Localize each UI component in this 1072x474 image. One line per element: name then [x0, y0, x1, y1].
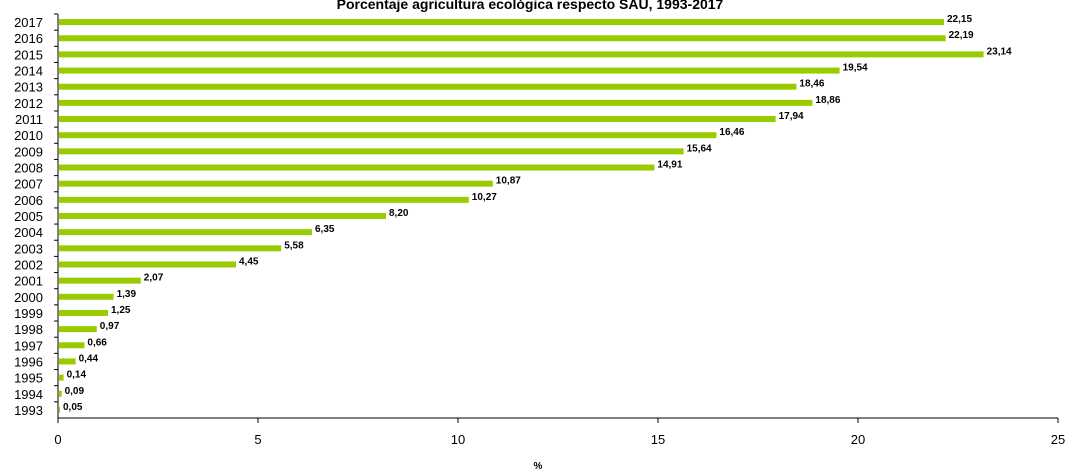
y-tick-label: 2006 — [14, 193, 43, 208]
y-tick-label: 2010 — [14, 128, 43, 143]
bar-1999 — [59, 309, 108, 316]
bar-2008 — [59, 164, 655, 171]
bar-2011 — [59, 116, 776, 123]
bar-2002 — [59, 261, 236, 268]
bar-1996 — [59, 358, 76, 365]
data-label: 22,15 — [947, 14, 972, 25]
x-ticks: 0 5 10 15 20 25 — [54, 418, 1065, 447]
y-tick-label: 2014 — [14, 64, 43, 79]
bar-2007 — [59, 180, 493, 187]
bar-1998 — [59, 326, 97, 333]
x-tick-label: 15 — [651, 432, 665, 447]
y-tick-label: 2013 — [14, 80, 43, 95]
x-tick-label: 25 — [1051, 432, 1065, 447]
data-label: 14,91 — [657, 160, 682, 171]
y-tick-label: 2016 — [14, 31, 43, 46]
bar-1993 — [59, 406, 60, 413]
y-tick-label: 2011 — [15, 112, 43, 127]
bar-2013 — [59, 83, 797, 90]
data-label: 18,86 — [815, 95, 840, 106]
data-label: 4,45 — [239, 256, 259, 267]
bar-2009 — [59, 148, 684, 155]
data-label: 0,66 — [87, 337, 107, 348]
y-tick-label: 2000 — [14, 290, 43, 305]
y-tick-label: 2004 — [14, 225, 43, 240]
data-label: 18,46 — [799, 79, 824, 90]
y-tick-label: 2005 — [14, 209, 43, 224]
bar-2017 — [59, 19, 944, 26]
x-tick-label: 0 — [54, 432, 61, 447]
data-label: 8,20 — [389, 208, 409, 219]
data-label: 0,44 — [79, 353, 99, 364]
bar-2003 — [59, 245, 282, 252]
data-label: 22,19 — [949, 30, 974, 41]
y-tick-label: 1995 — [14, 371, 43, 386]
bar-1995 — [59, 374, 64, 381]
data-label: 10,27 — [472, 192, 497, 203]
x-tick-label: 20 — [851, 432, 865, 447]
data-label: 2,07 — [144, 273, 164, 284]
bar-2000 — [59, 293, 114, 300]
data-label: 17,94 — [779, 111, 804, 122]
bar-2014 — [59, 67, 840, 74]
bar-2001 — [59, 277, 141, 284]
data-labels: 22,15 22,19 23,14 19,54 18,46 18,86 17,94 16,46… — [63, 14, 1012, 413]
bar-2012 — [59, 99, 813, 106]
x-tick-label: 5 — [254, 432, 261, 447]
bar-1997 — [59, 342, 85, 349]
bar-2015 — [59, 51, 984, 58]
bars-group — [59, 19, 984, 413]
bar-2006 — [59, 196, 469, 203]
data-label: 19,54 — [843, 63, 868, 74]
bar-2010 — [59, 132, 717, 139]
y-tick-label: 2008 — [14, 161, 43, 176]
y-tick-label: 2001 — [14, 274, 43, 289]
y-tick-label: 2007 — [14, 177, 43, 192]
data-label: 6,35 — [315, 224, 335, 235]
data-label: 0,14 — [67, 370, 87, 381]
y-tick-label: 1994 — [14, 387, 43, 402]
y-tick-label: 2017 — [14, 15, 43, 30]
bar-1994 — [59, 390, 62, 397]
data-label: 0,09 — [65, 386, 85, 397]
y-tick-label: 1996 — [14, 354, 43, 369]
data-label: 5,58 — [284, 240, 304, 251]
y-tick-label: 1998 — [14, 322, 43, 337]
y-tick-label: 1999 — [14, 306, 43, 321]
data-label: 1,39 — [117, 289, 137, 300]
bar-2004 — [59, 229, 312, 236]
data-label: 0,97 — [100, 321, 120, 332]
data-label: 0,05 — [63, 402, 83, 413]
y-tick-label: 2015 — [14, 47, 43, 62]
data-label: 10,87 — [496, 176, 521, 187]
y-tick-label: 2003 — [14, 241, 43, 256]
bar-2005 — [59, 213, 386, 219]
y-tick-label: 2009 — [14, 144, 43, 159]
y-tick-label: 1997 — [14, 338, 43, 353]
data-label: 15,64 — [687, 143, 712, 154]
chart-title: Porcentaje agricultura ecológica respect… — [337, 0, 724, 12]
data-label: 16,46 — [719, 127, 744, 138]
x-tick-label: 10 — [451, 432, 465, 447]
x-axis-label: % — [534, 461, 543, 472]
y-tick-label: 2002 — [14, 257, 43, 272]
data-label: 1,25 — [111, 305, 131, 316]
y-tick-label: 2012 — [14, 96, 43, 111]
data-label: 23,14 — [987, 46, 1012, 57]
bar-2016 — [59, 35, 946, 42]
y-tick-label: 1993 — [14, 403, 43, 418]
